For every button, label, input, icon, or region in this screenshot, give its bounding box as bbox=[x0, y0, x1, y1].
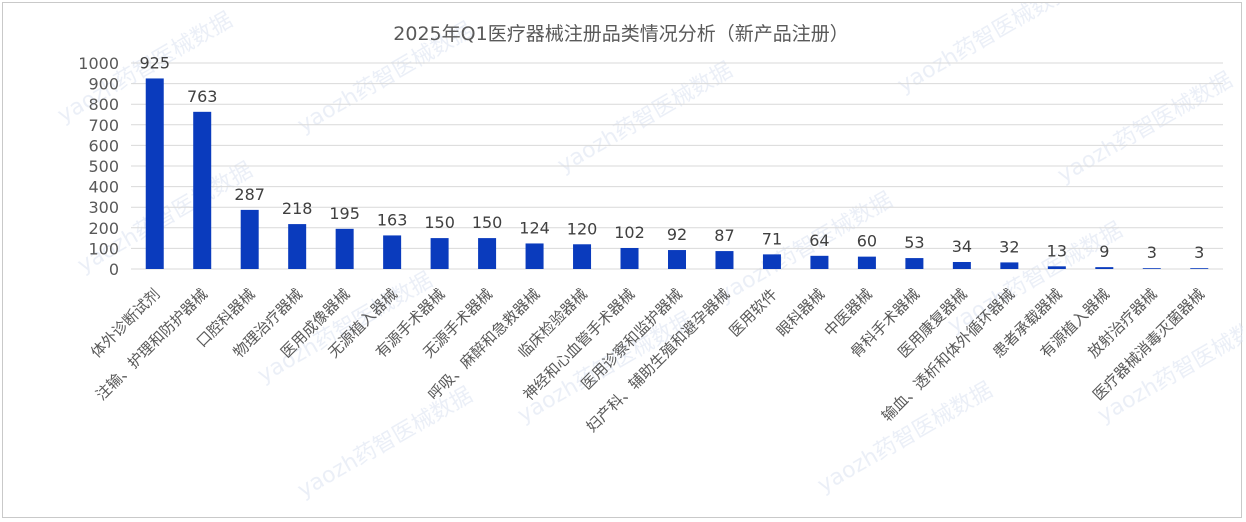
bar bbox=[810, 255, 829, 269]
data-label: 925 bbox=[139, 53, 170, 72]
bar bbox=[1047, 266, 1066, 269]
chart-title: 2025年Q1医疗器械注册品类情况分析（新产品注册） bbox=[393, 23, 848, 45]
data-label: 150 bbox=[424, 213, 455, 232]
data-label: 60 bbox=[857, 232, 877, 251]
bar bbox=[525, 243, 544, 269]
bar bbox=[573, 244, 592, 269]
bar bbox=[905, 258, 924, 269]
bar bbox=[952, 261, 971, 269]
data-label: 64 bbox=[809, 231, 829, 250]
bar bbox=[762, 254, 781, 269]
x-tick-label: 眼科器械 bbox=[773, 285, 828, 340]
bar bbox=[383, 235, 402, 269]
bar bbox=[193, 111, 212, 270]
y-tick-label: 1000 bbox=[78, 54, 119, 73]
bar bbox=[1095, 267, 1114, 269]
bar bbox=[430, 238, 449, 269]
data-label: 163 bbox=[377, 210, 408, 229]
y-tick-label: 700 bbox=[88, 116, 119, 135]
bar bbox=[240, 209, 259, 269]
data-label: 3 bbox=[1194, 243, 1204, 262]
bar bbox=[145, 78, 164, 269]
bar bbox=[668, 250, 686, 269]
y-tick-label: 0 bbox=[109, 260, 119, 279]
data-label: 71 bbox=[762, 229, 782, 248]
data-label: 92 bbox=[667, 225, 687, 244]
y-tick-label: 400 bbox=[88, 178, 119, 197]
data-label: 3 bbox=[1147, 243, 1157, 262]
data-label: 195 bbox=[329, 204, 360, 223]
bar bbox=[620, 247, 639, 269]
data-label: 34 bbox=[952, 237, 972, 256]
gridlines bbox=[131, 62, 1223, 270]
watermark-text: yaozh药智医械数据 bbox=[554, 58, 737, 178]
data-label: 124 bbox=[519, 218, 550, 237]
data-label: 9 bbox=[1099, 242, 1109, 261]
data-label: 32 bbox=[999, 237, 1019, 256]
data-label: 87 bbox=[714, 226, 734, 245]
bar bbox=[335, 228, 354, 269]
y-tick-label: 100 bbox=[88, 239, 119, 258]
bar bbox=[288, 224, 307, 269]
y-tick-label: 500 bbox=[88, 157, 119, 176]
watermark-text: yaozh药智医械数据 bbox=[294, 383, 477, 503]
data-label: 102 bbox=[614, 223, 645, 242]
data-label: 287 bbox=[234, 185, 265, 204]
y-tick-label: 800 bbox=[88, 95, 119, 114]
bars bbox=[145, 78, 1209, 270]
y-tick-label: 600 bbox=[88, 136, 119, 155]
bar bbox=[715, 251, 734, 269]
data-label: 150 bbox=[472, 213, 503, 232]
bar bbox=[478, 238, 497, 269]
data-label: 53 bbox=[904, 233, 924, 252]
bar bbox=[1000, 262, 1019, 269]
watermark-text: yaozh药智医械数据 bbox=[1054, 68, 1237, 188]
data-label: 13 bbox=[1047, 241, 1067, 260]
x-axis: 体外诊断试剂注输、护理和防护器械口腔科器械物理治疗器械医用成像器械无源植入器械有… bbox=[87, 285, 1208, 436]
data-label: 218 bbox=[282, 199, 313, 218]
bar bbox=[857, 256, 876, 269]
bar-chart: yaozh药智医械数据 yaozh药智医械数据 yaozh药智医械数据yaozh药智… bbox=[54, 3, 1244, 503]
y-tick-label: 300 bbox=[88, 198, 119, 217]
data-label: 763 bbox=[187, 87, 218, 106]
data-label: 120 bbox=[567, 219, 598, 238]
y-tick-label: 200 bbox=[88, 219, 119, 238]
y-tick-label: 900 bbox=[88, 75, 119, 94]
bar bbox=[1142, 268, 1161, 269]
data-labels: 925 763 287 218 195 163 150 150 124 120 102 92 87 71 6… bbox=[139, 53, 1204, 262]
bar bbox=[1190, 268, 1209, 269]
